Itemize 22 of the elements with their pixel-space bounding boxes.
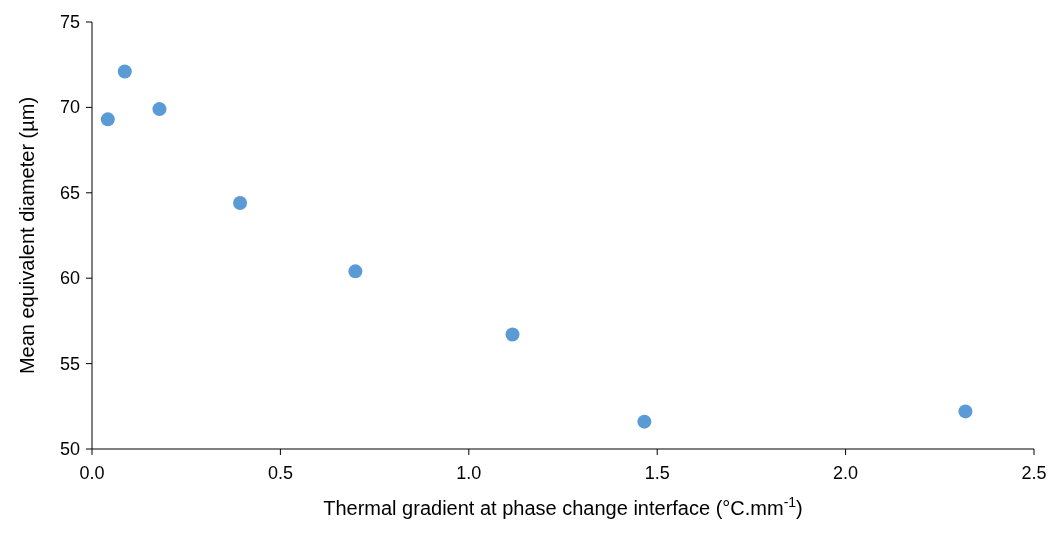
y-tick-label: 60 — [59, 268, 80, 289]
x-tick-label: 0.0 — [79, 463, 105, 483]
x-tick-label: 1.5 — [644, 463, 670, 483]
x-tick-label: 0.5 — [267, 463, 293, 483]
point — [348, 264, 363, 279]
y-tick-label: 70 — [59, 97, 80, 118]
x-tick-label: 1.0 — [456, 463, 482, 483]
point — [152, 102, 167, 117]
y-tick-label: 55 — [59, 353, 80, 374]
point — [233, 196, 248, 211]
point — [100, 112, 115, 127]
point — [117, 64, 132, 79]
x-tick-label: 2.5 — [1021, 463, 1047, 483]
y-axis-title: Mean equivalent diameter (µm) — [16, 96, 38, 375]
x-tick-label: 2.0 — [833, 463, 859, 483]
point — [958, 404, 973, 419]
y-tick-label: 50 — [59, 439, 80, 459]
point — [505, 327, 520, 342]
x-axis-title: Thermal gradient at phase change interface (°C.mm$^{-1}$) — [323, 494, 803, 519]
y-tick-label: 65 — [59, 182, 80, 203]
point — [637, 414, 652, 429]
y-tick-label: 75 — [59, 12, 80, 32]
